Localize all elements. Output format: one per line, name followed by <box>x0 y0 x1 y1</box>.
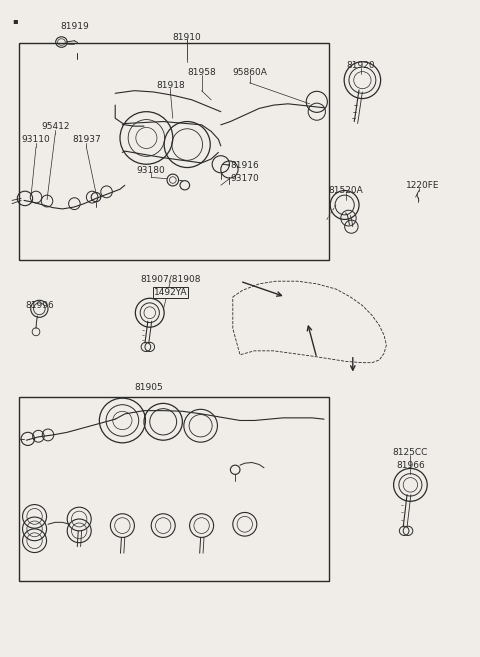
Text: 93180: 93180 <box>137 166 166 175</box>
Text: 81966: 81966 <box>396 461 425 470</box>
Text: 81520A: 81520A <box>328 186 363 195</box>
Text: 93110: 93110 <box>22 135 50 144</box>
Text: 81996: 81996 <box>25 301 54 310</box>
Text: 81907/81908: 81907/81908 <box>140 275 201 284</box>
Text: 1220FE: 1220FE <box>406 181 439 190</box>
Text: 81919: 81919 <box>60 22 89 31</box>
Text: ▪: ▪ <box>12 16 18 26</box>
Bar <box>19 397 329 581</box>
Text: 8125CC: 8125CC <box>393 447 428 457</box>
Text: 95860A: 95860A <box>232 68 267 77</box>
Text: 81958: 81958 <box>187 68 216 77</box>
Text: 81920: 81920 <box>347 61 375 70</box>
Text: 81905: 81905 <box>134 383 163 392</box>
Text: 93170: 93170 <box>230 174 259 183</box>
Text: 1492YA: 1492YA <box>154 288 187 297</box>
Text: 81937: 81937 <box>72 135 101 144</box>
Text: 95412: 95412 <box>41 122 70 131</box>
Bar <box>19 43 329 260</box>
Text: 81918: 81918 <box>156 81 185 90</box>
Text: 81910: 81910 <box>173 33 202 42</box>
Text: 81916: 81916 <box>230 161 259 170</box>
